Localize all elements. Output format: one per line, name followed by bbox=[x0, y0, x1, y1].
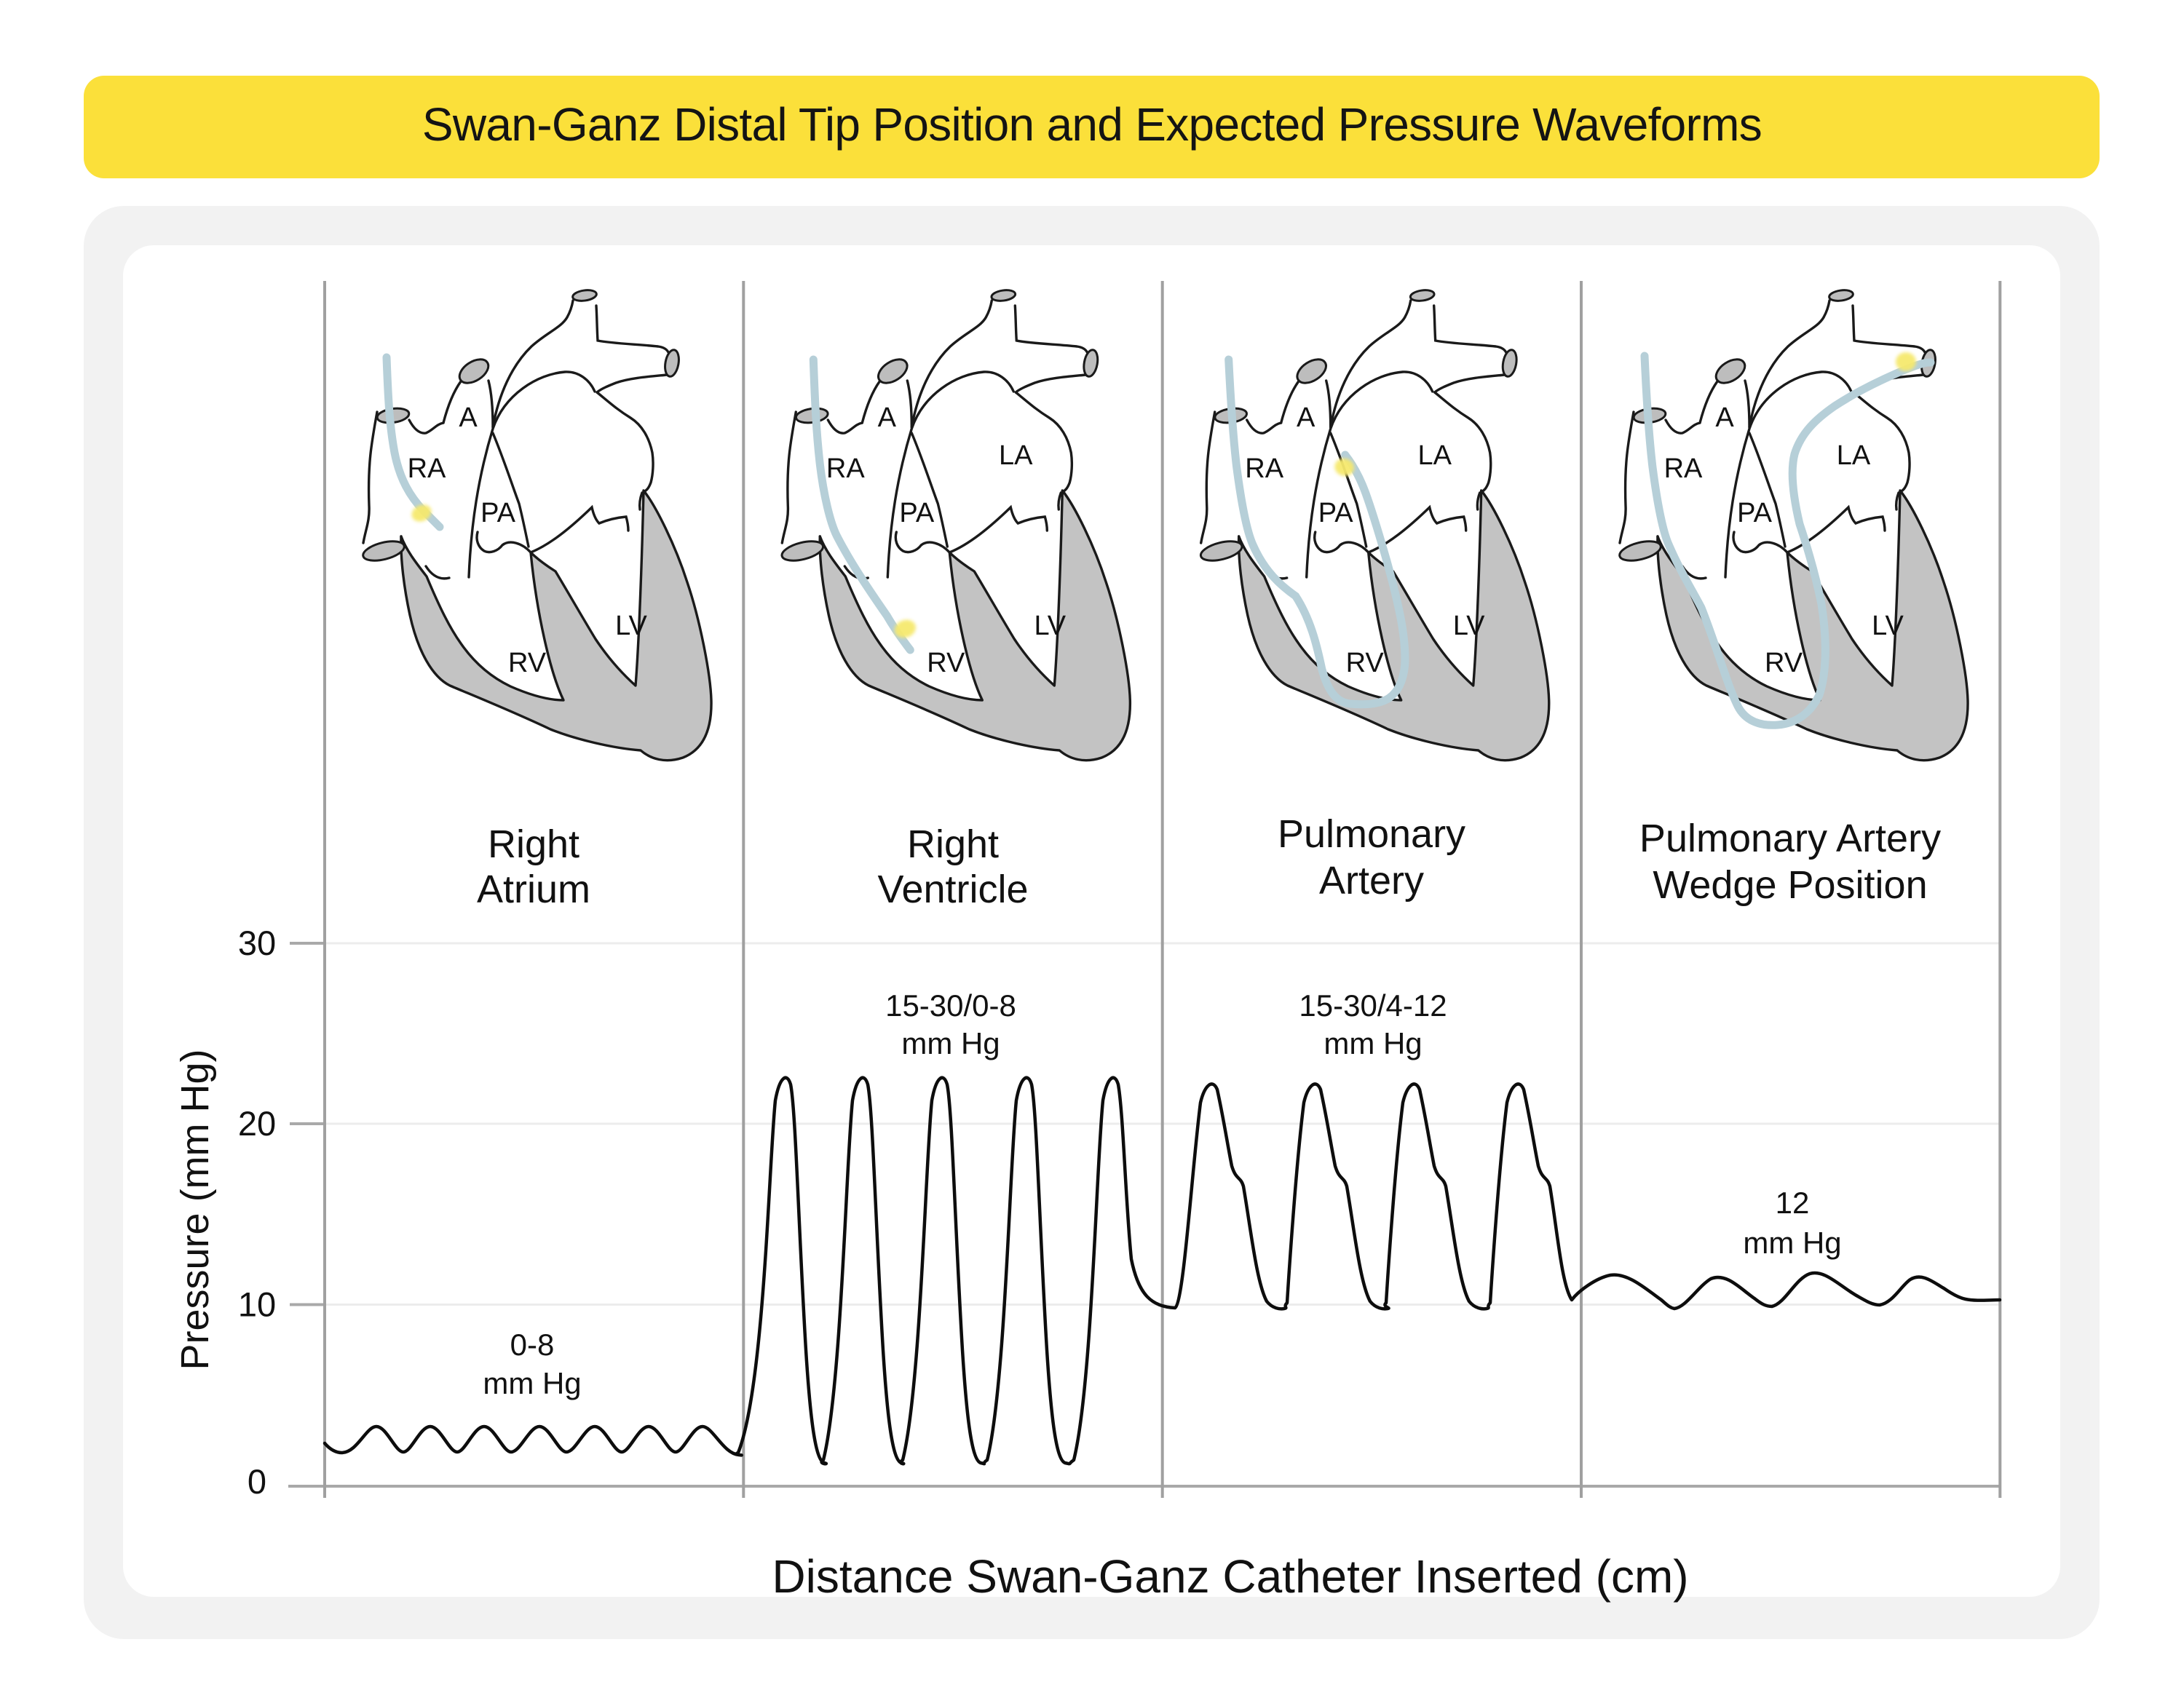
svg-text:0: 0 bbox=[248, 1462, 266, 1501]
svg-text:Pressure (mm Hg): Pressure (mm Hg) bbox=[173, 1049, 217, 1370]
svg-text:Right: Right bbox=[907, 822, 999, 866]
svg-text:Wedge Position: Wedge Position bbox=[1653, 863, 1927, 907]
svg-text:LA: LA bbox=[999, 440, 1033, 471]
svg-text:Pulmonary Artery: Pulmonary Artery bbox=[1639, 817, 1941, 860]
svg-text:15-30/0-8: 15-30/0-8 bbox=[885, 988, 1016, 1023]
svg-text:10: 10 bbox=[238, 1285, 276, 1324]
svg-text:mm Hg: mm Hg bbox=[1324, 1026, 1422, 1060]
svg-text:30: 30 bbox=[238, 924, 276, 962]
svg-text:LA: LA bbox=[1417, 440, 1452, 471]
svg-text:Ventricle: Ventricle bbox=[877, 868, 1028, 911]
svg-text:Right: Right bbox=[488, 822, 579, 866]
svg-text:LA: LA bbox=[1837, 440, 1871, 471]
svg-text:Artery: Artery bbox=[1319, 859, 1424, 902]
svg-text:Pulmonary: Pulmonary bbox=[1278, 812, 1465, 856]
svg-text:Swan-Ganz Distal Tip Position: Swan-Ganz Distal Tip Position and Expect… bbox=[422, 98, 1762, 151]
svg-text:15-30/4-12: 15-30/4-12 bbox=[1299, 988, 1447, 1023]
svg-text:12: 12 bbox=[1776, 1186, 1810, 1220]
svg-text:0-8: 0-8 bbox=[510, 1328, 555, 1362]
svg-text:Distance Swan-Ganz Catheter In: Distance Swan-Ganz Catheter Inserted (cm… bbox=[772, 1550, 1688, 1603]
svg-text:mm Hg: mm Hg bbox=[901, 1026, 1000, 1060]
svg-text:20: 20 bbox=[238, 1104, 276, 1143]
svg-text:mm Hg: mm Hg bbox=[1743, 1226, 1841, 1260]
svg-text:Atrium: Atrium bbox=[477, 868, 590, 911]
svg-text:mm Hg: mm Hg bbox=[483, 1366, 581, 1400]
